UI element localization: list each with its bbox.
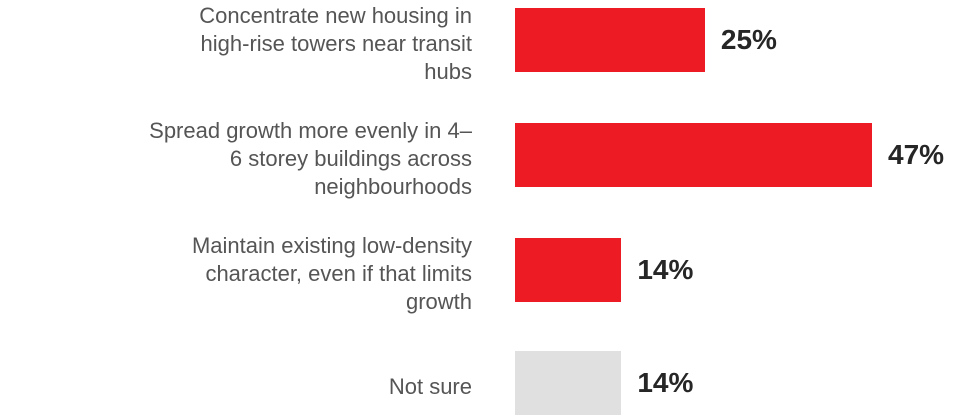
category-label: Not sure <box>52 373 472 401</box>
bar <box>515 351 622 415</box>
value-label: 14% <box>637 254 694 285</box>
category-label-line: hubs <box>424 59 472 84</box>
category-label-line: Maintain existing low-density <box>191 233 472 258</box>
category-label-line: neighbourhoods <box>314 174 472 199</box>
value-label: 14% <box>637 367 694 398</box>
value-label: 25% <box>720 24 777 55</box>
category-label-line: growth <box>405 289 472 314</box>
category-label-line: Not sure <box>388 374 472 399</box>
value-label: 47% <box>888 139 945 170</box>
bar <box>515 238 622 302</box>
category-label: Spread growth more evenly in 4– 6 storey … <box>52 117 472 201</box>
category-label-line: 6 storey buildings across <box>229 146 472 171</box>
category-label: Maintain existing low-density character, … <box>52 232 472 316</box>
category-label-line: Concentrate new housing in <box>199 3 472 28</box>
bar <box>515 123 872 187</box>
category-label-line: Spread growth more evenly in 4– <box>149 118 472 143</box>
bar <box>515 8 705 72</box>
category-label: Concentrate new housing in high-rise towe… <box>52 2 472 86</box>
category-label-line: character, even if that limits <box>205 261 472 286</box>
category-label-line: high-rise towers near transit <box>200 31 472 56</box>
